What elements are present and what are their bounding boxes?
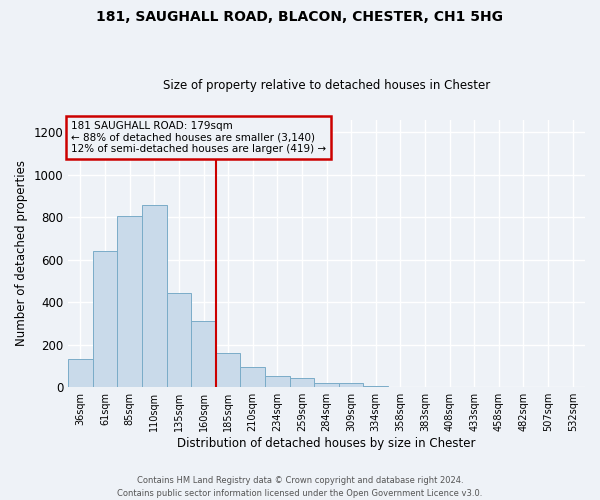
Bar xyxy=(167,292,191,387)
Bar xyxy=(68,358,93,387)
Bar xyxy=(142,204,167,387)
X-axis label: Distribution of detached houses by size in Chester: Distribution of detached houses by size … xyxy=(178,437,476,450)
Bar xyxy=(290,378,314,387)
Bar xyxy=(118,216,142,387)
Text: Contains HM Land Registry data © Crown copyright and database right 2024.
Contai: Contains HM Land Registry data © Crown c… xyxy=(118,476,482,498)
Bar xyxy=(265,376,290,387)
Bar xyxy=(216,353,241,387)
Y-axis label: Number of detached properties: Number of detached properties xyxy=(15,160,28,346)
Text: 181 SAUGHALL ROAD: 179sqm
← 88% of detached houses are smaller (3,140)
12% of se: 181 SAUGHALL ROAD: 179sqm ← 88% of detac… xyxy=(71,121,326,154)
Bar xyxy=(339,383,364,387)
Bar xyxy=(314,384,339,387)
Bar xyxy=(241,367,265,387)
Text: 181, SAUGHALL ROAD, BLACON, CHESTER, CH1 5HG: 181, SAUGHALL ROAD, BLACON, CHESTER, CH1… xyxy=(97,10,503,24)
Bar xyxy=(364,386,388,387)
Bar xyxy=(93,252,118,387)
Bar xyxy=(388,386,413,387)
Title: Size of property relative to detached houses in Chester: Size of property relative to detached ho… xyxy=(163,79,490,92)
Bar xyxy=(191,322,216,387)
Bar xyxy=(511,386,536,387)
